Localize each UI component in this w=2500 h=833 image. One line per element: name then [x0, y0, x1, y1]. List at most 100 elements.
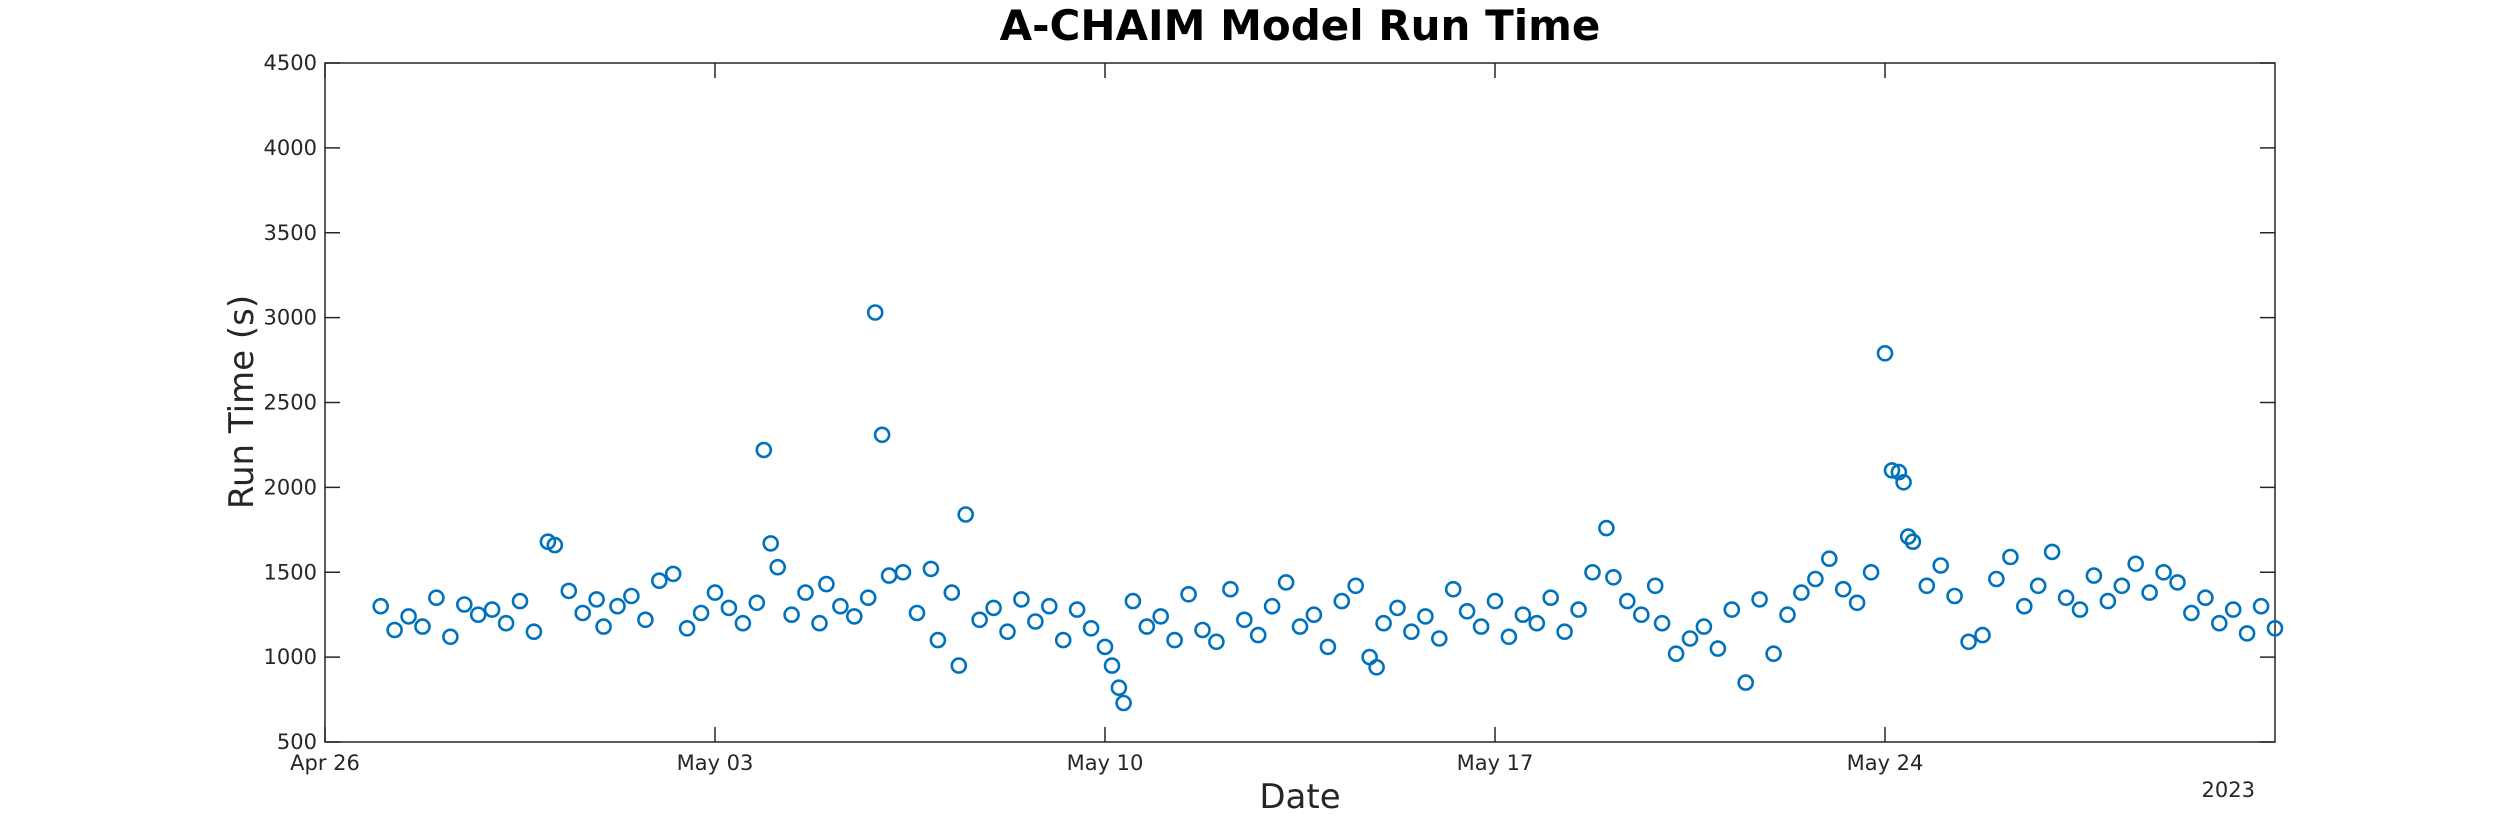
data-point: [1054, 631, 1072, 649]
data-point: [1347, 577, 1364, 595]
data-point: [971, 611, 988, 629]
data-point: [943, 584, 961, 601]
data-point: [1723, 601, 1741, 618]
data-point: [1249, 626, 1267, 644]
data-point: [1208, 633, 1225, 651]
y-tick-label: 4500: [264, 51, 317, 75]
y-tick-label: 3500: [264, 221, 317, 245]
data-point: [1486, 592, 1504, 610]
data-point: [1890, 463, 1908, 481]
data-point: [811, 614, 828, 632]
data-point: [720, 599, 738, 617]
data-point: [2211, 614, 2228, 632]
data-point: [546, 536, 564, 554]
data-point: [1368, 658, 1385, 676]
data-point: [1082, 619, 1100, 637]
data-point: [1862, 563, 1880, 581]
data-point: [1431, 630, 1448, 647]
data-point: [1848, 594, 1866, 612]
data-point: [1013, 591, 1030, 608]
data-point: [1779, 606, 1796, 624]
data-point: [2224, 601, 2242, 618]
data-point: [2155, 563, 2172, 581]
data-point: [748, 594, 766, 612]
data-point: [769, 558, 787, 576]
data-point: [873, 426, 891, 444]
data-point: [414, 618, 431, 635]
y-tick-label: 2000: [264, 475, 317, 499]
data-point: [692, 604, 710, 622]
data-point: [1166, 631, 1183, 649]
data-point: [2029, 577, 2047, 595]
data-point: [922, 560, 940, 578]
data-point: [1500, 628, 1518, 646]
data-point: [1528, 614, 1546, 632]
data-point: [1542, 589, 1559, 607]
data-point: [2085, 567, 2103, 584]
data-point: [845, 608, 863, 625]
data-point: [797, 584, 814, 601]
data-point: [1556, 623, 1573, 641]
data-point: [664, 565, 682, 583]
data-point: [609, 597, 626, 615]
data-point: [1960, 633, 1977, 651]
data-point: [1291, 618, 1309, 635]
data-point: [1194, 621, 1211, 639]
data-point: [1124, 592, 1142, 610]
data-point: [1876, 344, 1894, 362]
data-point: [1646, 577, 1664, 595]
data-point: [957, 506, 975, 523]
data-point: [574, 604, 592, 622]
data-point: [985, 599, 1002, 617]
data-point: [455, 596, 473, 613]
data-point: [1403, 623, 1420, 641]
data-point: [497, 614, 515, 632]
chart-title: A-CHAIM Model Run Time: [1000, 1, 1601, 50]
data-point: [1138, 618, 1156, 635]
data-point: [1895, 473, 1912, 491]
data-point: [1263, 597, 1281, 615]
data-point: [755, 441, 773, 459]
data-point: [706, 584, 724, 601]
data-point: [1946, 587, 1963, 605]
data-point: [1110, 679, 1128, 697]
data-point: [762, 535, 780, 552]
data-point: [525, 623, 543, 641]
x-tick-label: May 10: [1067, 751, 1144, 775]
y-tick-label: 3000: [264, 306, 317, 330]
data-point: [1633, 606, 1650, 624]
data-point: [386, 621, 403, 639]
data-point: [1709, 640, 1727, 657]
x-tick-label: May 17: [1457, 751, 1534, 775]
data-point: [469, 606, 487, 624]
data-point: [2071, 601, 2089, 618]
data-point: [1027, 613, 1044, 630]
data-point: [511, 592, 529, 610]
data-point: [2238, 625, 2256, 642]
data-point: [1068, 601, 1086, 618]
data-point: [1653, 614, 1671, 632]
data-point: [1883, 462, 1901, 479]
data-point: [2016, 597, 2033, 615]
data-point: [1619, 592, 1636, 610]
data-point: [1305, 606, 1323, 624]
data-point: [1041, 597, 1058, 615]
data-point: [588, 591, 605, 608]
data-point: [1444, 580, 1462, 598]
data-point: [2252, 597, 2270, 615]
data-point: [2197, 589, 2214, 607]
data-point: [1988, 570, 2005, 588]
data-point: [1389, 599, 1406, 617]
data-point: [999, 623, 1016, 641]
x-axis: Apr 26 May 03 May 10 May 17 May 24: [290, 63, 1923, 775]
data-point: [734, 614, 752, 632]
data-point: [1605, 568, 1622, 586]
data-point: [1236, 611, 1253, 629]
data-point: [1834, 580, 1852, 598]
data-point: [1277, 574, 1295, 591]
data-point: [650, 572, 668, 590]
x-axis-year-label: 2023: [2202, 778, 2255, 802]
data-point: [483, 601, 501, 618]
data-point: [372, 597, 390, 615]
